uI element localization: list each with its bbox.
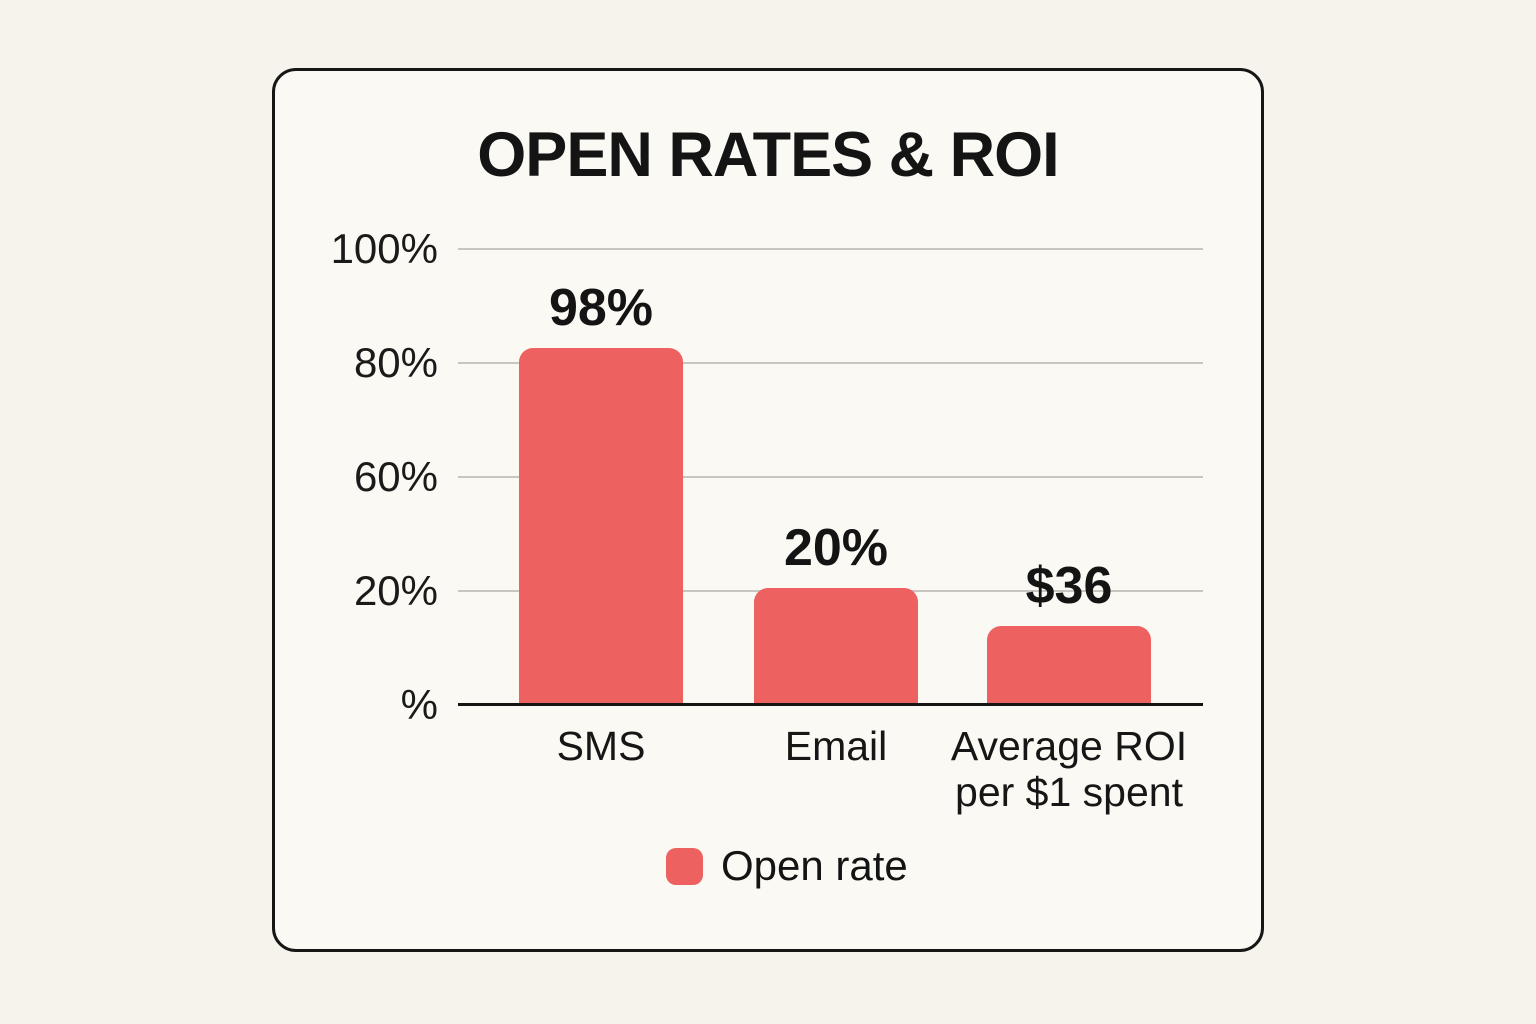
legend-swatch-icon — [666, 847, 703, 885]
x-axis-category-label-average-roi: Average ROI per $1 spent — [899, 723, 1239, 815]
chart-title: OPEN RATES & ROI — [477, 120, 1059, 190]
legend-label: Open rate — [721, 842, 908, 889]
gridline — [458, 248, 1203, 250]
x-axis-category-label-email: Email — [666, 723, 1006, 769]
bar-value-label-email: 20% — [783, 519, 889, 577]
x-axis-category-label-line: per $1 spent — [955, 769, 1183, 815]
y-axis-tick-label: 100% — [330, 225, 438, 272]
x-axis-category-label-line: Email — [784, 723, 888, 769]
bar-email — [754, 588, 918, 705]
y-axis-tick-label: 80% — [353, 339, 438, 386]
plot-area: 100% 80% 60% 20%% 98% SMS 20% Email $36 Average R… — [331, 228, 1203, 815]
gridline — [458, 362, 1203, 364]
y-axis-tick-label: % — [400, 681, 438, 728]
bar-value-label-sms: 98% — [548, 279, 654, 337]
x-axis-category-label-line: SMS — [556, 723, 646, 769]
chart-card: OPEN RATES & ROI 100% 80% 60% 20%% 98% SMS 20%… — [272, 68, 1264, 952]
y-axis-tick-label: 20% — [353, 567, 438, 614]
bar-average-roi — [987, 626, 1151, 705]
x-axis-line — [458, 703, 1203, 706]
bar-value-label-average-roi: $36 — [1025, 557, 1113, 615]
bar-sms — [519, 348, 683, 705]
y-axis-tick-label: 60% — [353, 453, 438, 500]
x-axis-category-label-sms: SMS — [431, 723, 771, 769]
gridline — [458, 476, 1203, 478]
x-axis-category-label-line: Average ROI — [950, 723, 1188, 769]
legend: Open rate — [666, 842, 908, 890]
